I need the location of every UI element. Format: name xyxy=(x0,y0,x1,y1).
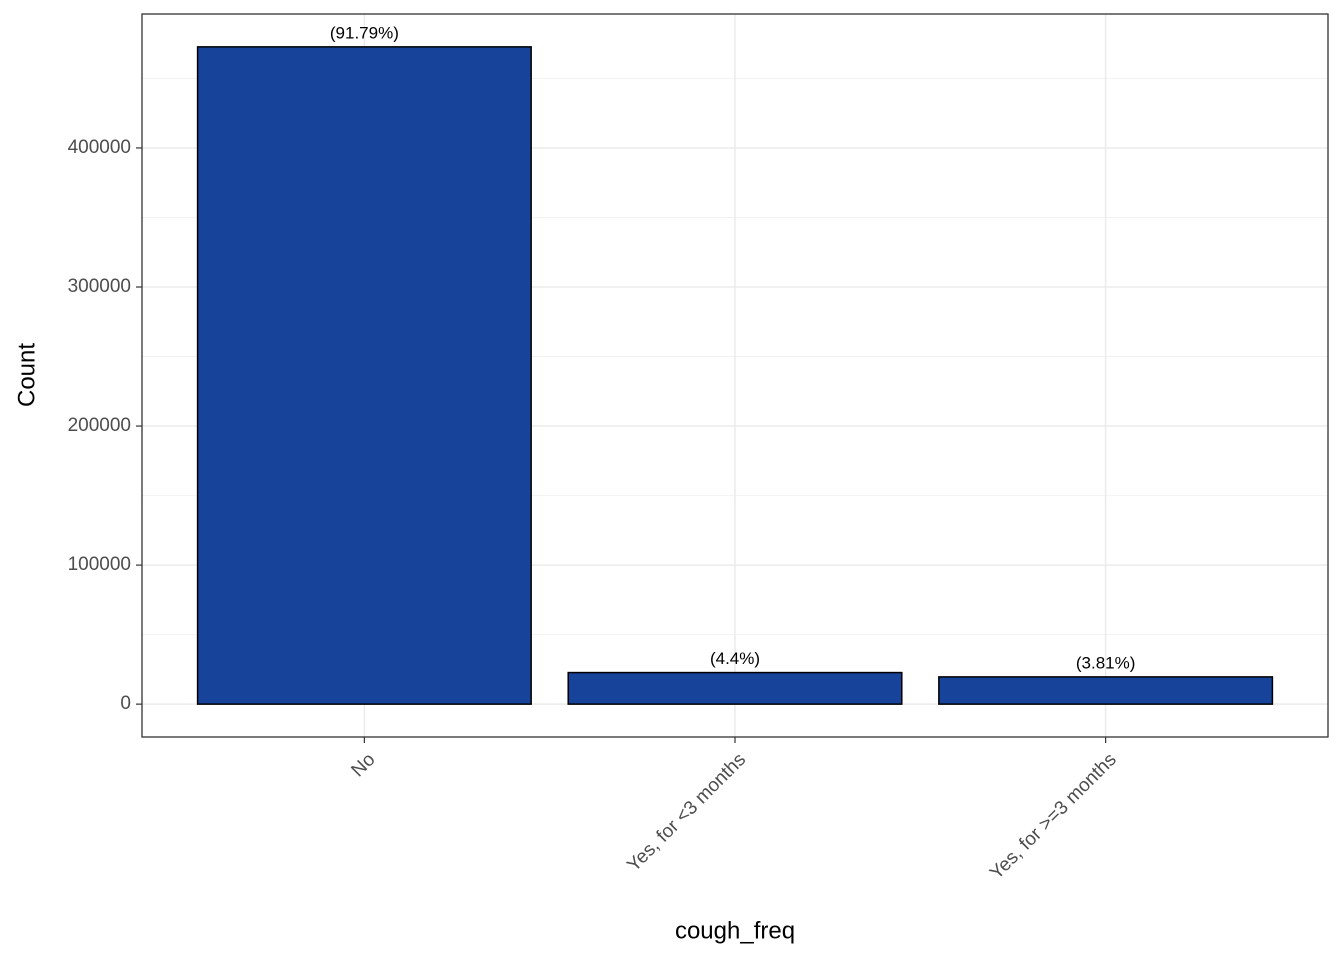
y-tick-label: 300000 xyxy=(68,276,131,297)
x-axis-title: cough_freq xyxy=(675,917,795,944)
panel-border xyxy=(141,13,1329,738)
bar xyxy=(196,46,532,705)
bar-label: (3.81%) xyxy=(1076,653,1136,672)
bar-label: (91.79%) xyxy=(330,23,399,42)
bar-label: (4.4%) xyxy=(710,649,760,668)
bar xyxy=(567,671,903,705)
bar xyxy=(938,676,1274,705)
y-tick-label: 400000 xyxy=(68,137,131,158)
y-axis-title: Count xyxy=(13,343,40,407)
y-tick-label: 200000 xyxy=(68,415,131,436)
y-tick-label: 100000 xyxy=(68,554,131,575)
y-tick-label: 0 xyxy=(120,693,131,714)
